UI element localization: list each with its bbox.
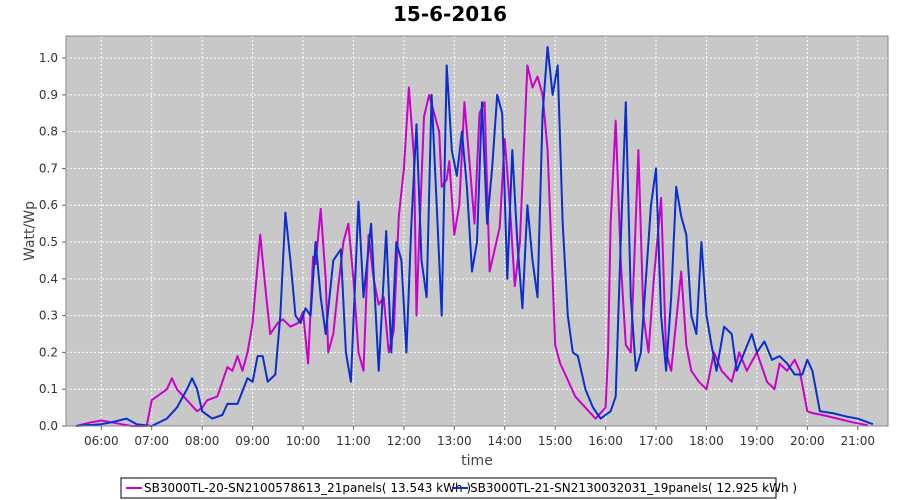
x-tick-label: 14:00 [487, 434, 522, 448]
y-axis: 0.0 0.1 0.2 0.3 0.4 0.5 0.6 0.7 0.8 0.9 1.0 [39, 51, 66, 433]
x-tick-label: 11:00 [336, 434, 371, 448]
y-tick-label: 0.1 [39, 382, 58, 396]
x-tick-label: 20:00 [790, 434, 825, 448]
x-tick-label: 07:00 [134, 434, 169, 448]
y-tick-label: 0.2 [39, 345, 58, 359]
x-axis: 06:00 07:00 08:00 09:00 10:00 11:00 12:00 13:00… [84, 426, 875, 448]
y-tick-label: 0.8 [39, 125, 58, 139]
y-tick-label: 0.7 [39, 161, 58, 175]
x-tick-label: 19:00 [740, 434, 775, 448]
legend: SB3000TL-20-SN2100578613_21panels( 13.54… [120, 477, 797, 499]
gridlines [66, 36, 888, 426]
x-axis-label: time [461, 453, 493, 469]
x-tick-label: 16:00 [588, 434, 623, 448]
y-tick-label: 0.4 [39, 272, 58, 286]
x-tick-label: 10:00 [286, 434, 321, 448]
plot-border [65, 35, 889, 427]
legend-box [120, 477, 777, 499]
x-tick-label: 09:00 [235, 434, 270, 448]
series-line-2 [76, 46, 874, 427]
y-axis-label: Watt/Wp [22, 201, 38, 261]
chart-title: 15-6-2016 [393, 2, 507, 26]
x-tick-label: 06:00 [84, 434, 119, 448]
y-tick-label: 1.0 [39, 51, 58, 65]
y-tick-label: 0.9 [39, 88, 58, 102]
legend-label-series-2: SB3000TL-21-SN2130032031_19panels( 12.92… [470, 481, 797, 495]
x-tick-label: 21:00 [840, 434, 875, 448]
x-tick-label: 08:00 [185, 434, 220, 448]
series-line-1 [75, 64, 868, 427]
y-tick-label: 0.3 [39, 309, 58, 323]
x-tick-label: 13:00 [437, 434, 472, 448]
y-tick-label: 0.5 [39, 235, 58, 249]
series-layer [75, 46, 874, 427]
y-tick-label: 0.0 [39, 419, 58, 433]
legend-label-series-1: SB3000TL-20-SN2100578613_21panels( 13.54… [144, 481, 471, 495]
x-tick-label: 17:00 [639, 434, 674, 448]
x-tick-label: 18:00 [689, 434, 724, 448]
x-tick-label: 15:00 [538, 434, 573, 448]
y-tick-label: 0.6 [39, 198, 58, 212]
x-tick-label: 12:00 [387, 434, 422, 448]
